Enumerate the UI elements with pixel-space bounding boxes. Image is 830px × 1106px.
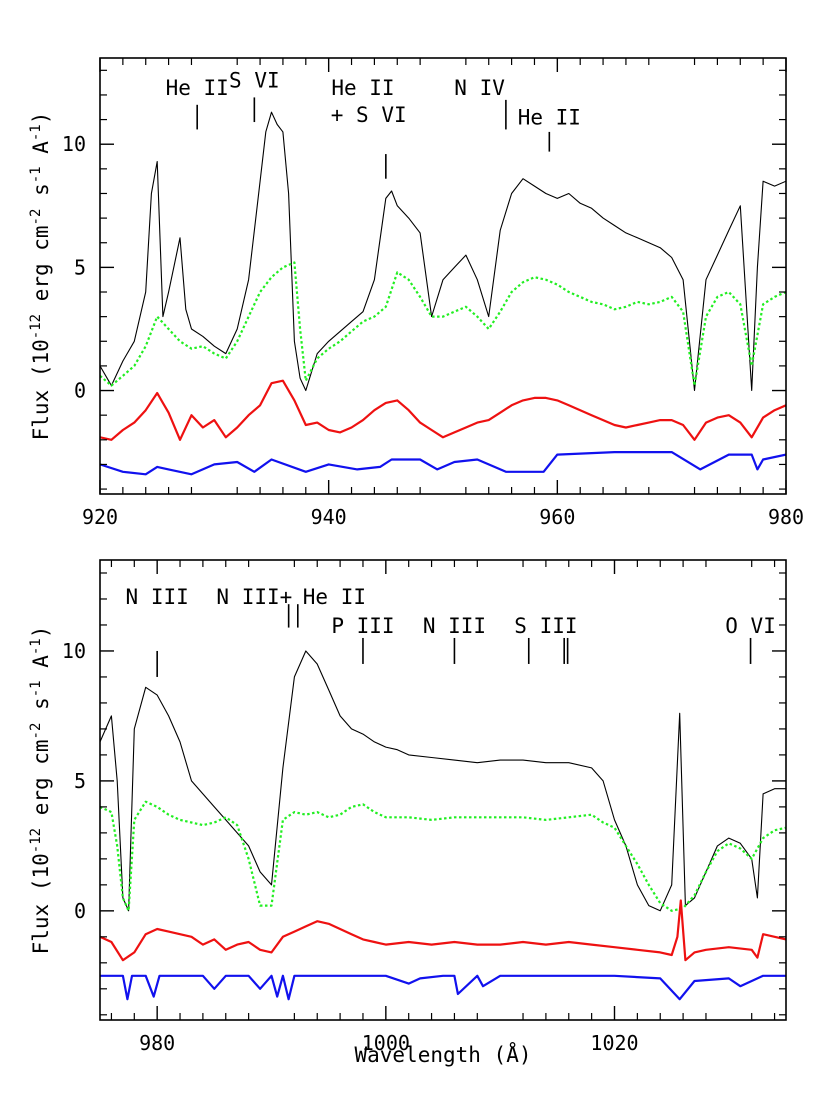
series-line-1 bbox=[100, 800, 786, 912]
plot-frame bbox=[99, 559, 787, 1021]
y-tick-label: 10 bbox=[62, 639, 86, 663]
line-id-label: He II bbox=[331, 76, 394, 100]
x-tick-label: 920 bbox=[82, 505, 118, 529]
line-id-label: N III+ bbox=[216, 585, 292, 609]
line-id-label: + S VI bbox=[331, 103, 407, 127]
series-line-2 bbox=[100, 899, 786, 962]
y-tick-label: 5 bbox=[74, 255, 86, 279]
x-tick-label: 980 bbox=[139, 1031, 175, 1055]
plot-frame bbox=[99, 57, 787, 495]
x-tick-label: 980 bbox=[768, 505, 804, 529]
series-line-3 bbox=[100, 451, 786, 476]
line-id-label: He II bbox=[303, 585, 366, 609]
y-axis-title-top: Flux (10-12 erg cm-2 s-1 A-1) bbox=[28, 112, 53, 441]
y-axis-title-bottom: Flux (10-12 erg cm-2 s-1 A-1) bbox=[28, 626, 53, 955]
series-line-0 bbox=[100, 111, 786, 392]
line-id-label: He II bbox=[166, 76, 229, 100]
line-id-label: S VI bbox=[229, 69, 280, 93]
line-id-label: N IV bbox=[454, 76, 505, 100]
x-axis-title: Wavelength (Å) bbox=[354, 1041, 531, 1067]
series-group bbox=[100, 650, 786, 1001]
series-group bbox=[100, 111, 786, 476]
y-tick-label: 10 bbox=[62, 132, 86, 156]
line-id-label: He II bbox=[518, 106, 581, 130]
y-tick-label: 5 bbox=[74, 769, 86, 793]
series-line-2 bbox=[100, 379, 786, 441]
series-line-1 bbox=[100, 261, 786, 387]
line-id-label: N III bbox=[423, 614, 486, 638]
x-tick-label: 960 bbox=[539, 505, 575, 529]
x-tick-label: 1020 bbox=[590, 1031, 638, 1055]
y-tick-label: 0 bbox=[74, 379, 86, 403]
line-id-label: O VI bbox=[725, 614, 776, 638]
x-tick-label: 940 bbox=[311, 505, 347, 529]
bottom-panel: 980 1000 1020 0 5 10 N III N III+ He II P III N II… bbox=[62, 559, 787, 1055]
y-tick-label: 0 bbox=[74, 899, 86, 923]
line-id-label: P III bbox=[331, 614, 394, 638]
series-line-0 bbox=[100, 650, 786, 912]
series-line-3 bbox=[100, 974, 786, 1001]
line-id-label: N III bbox=[126, 585, 189, 609]
x-tick-label: 1000 bbox=[362, 1031, 410, 1055]
line-id-label: S III bbox=[514, 614, 577, 638]
